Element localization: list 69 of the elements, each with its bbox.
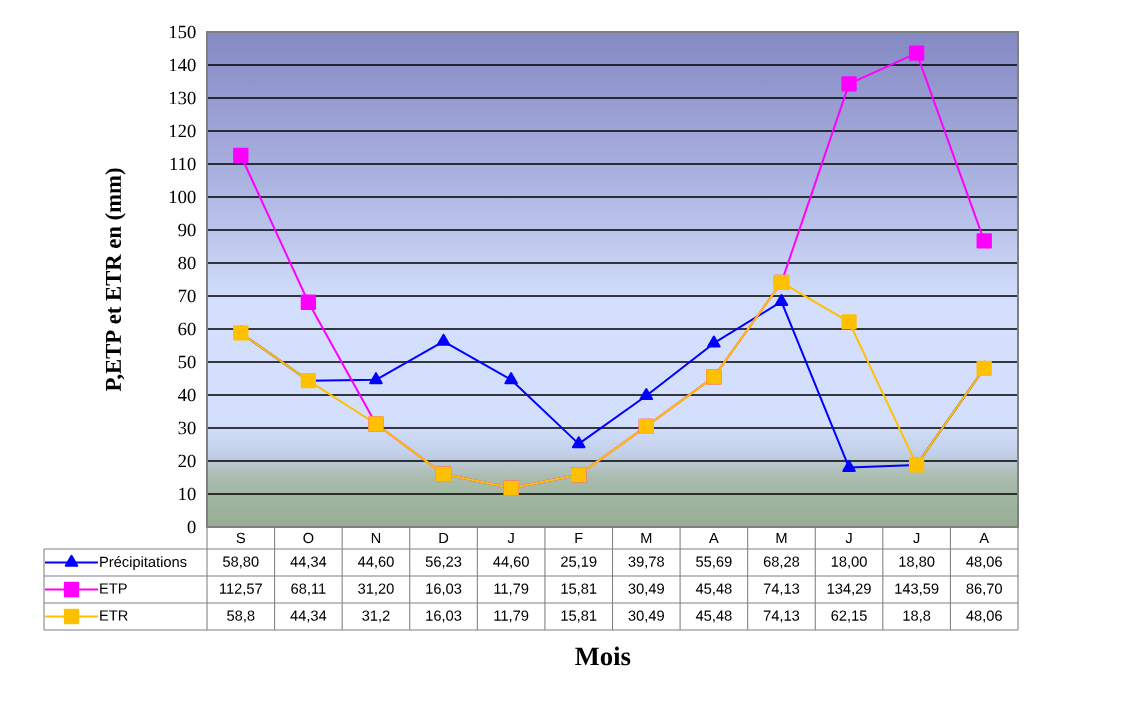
data-label: 45,48 xyxy=(695,610,732,623)
y-tick-label: 80 xyxy=(178,256,196,270)
x-tick-label: J xyxy=(845,532,852,544)
data-label: 18,80 xyxy=(899,556,935,569)
data-label: 44,34 xyxy=(290,610,327,623)
y-tick-label: 30 xyxy=(178,421,196,435)
data-label: 74,13 xyxy=(763,583,800,596)
data-label: 134,29 xyxy=(827,583,871,596)
data-label: 44,60 xyxy=(493,556,529,569)
y-tick-label: 100 xyxy=(169,190,196,204)
y-axis-title: P,ETP et ETR en (mm) xyxy=(105,168,126,392)
data-label: 16,03 xyxy=(426,610,462,623)
data-label: 11,79 xyxy=(494,610,529,623)
y-tick-label: 130 xyxy=(169,91,196,105)
x-tick-label: O xyxy=(303,532,314,544)
data-label: 58,8 xyxy=(227,610,255,623)
data-label: 56,23 xyxy=(425,556,462,569)
legend-label: ETR xyxy=(100,610,128,621)
x-tick-label: N xyxy=(371,532,381,544)
data-label: 62,15 xyxy=(831,610,867,623)
data-label: 55,69 xyxy=(696,556,732,569)
data-label: 31,2 xyxy=(362,610,390,623)
x-axis-title: Mois xyxy=(575,646,631,666)
data-label: 112,57 xyxy=(220,583,262,596)
legend-label: Précipitations xyxy=(100,556,187,570)
data-label: 16,03 xyxy=(426,583,462,596)
y-tick-label: 0 xyxy=(187,520,196,534)
x-tick-label: F xyxy=(575,532,583,544)
data-label: 18,00 xyxy=(831,556,867,569)
y-tick-label: 20 xyxy=(178,454,196,468)
y-tick-label: 50 xyxy=(178,355,196,369)
y-tick-label: 40 xyxy=(177,388,196,402)
data-label: 30,49 xyxy=(628,583,664,596)
legend-label: ETP xyxy=(100,583,127,594)
y-tick-label: 140 xyxy=(169,58,196,72)
x-tick-label: M xyxy=(776,532,787,544)
data-label: 25,19 xyxy=(561,556,597,569)
data-label: 143,59 xyxy=(895,583,939,596)
data-label: 45,48 xyxy=(695,583,732,596)
y-tick-label: 10 xyxy=(179,487,196,501)
y-tick-label: 90 xyxy=(178,223,196,237)
data-label: 30,49 xyxy=(628,610,664,623)
data-label: 58,80 xyxy=(223,556,259,569)
data-label: 48,06 xyxy=(966,556,1002,569)
x-tick-label: A xyxy=(979,532,990,544)
x-tick-label: S xyxy=(236,532,245,544)
x-tick-label: A xyxy=(709,532,719,544)
y-tick-label: 150 xyxy=(169,25,196,39)
data-label: 74,13 xyxy=(763,610,800,623)
data-label: 44,60 xyxy=(357,556,394,569)
data-label: 68,28 xyxy=(763,556,800,569)
data-label: 44,34 xyxy=(290,556,327,569)
data-label: 18,8 xyxy=(903,610,931,623)
x-tick-label: J xyxy=(913,532,920,544)
data-label: 15,81 xyxy=(561,610,597,623)
data-label: 15,81 xyxy=(561,583,597,596)
x-tick-label: D xyxy=(439,532,449,544)
data-label: 39,78 xyxy=(628,556,664,569)
x-tick-label: J xyxy=(507,532,514,544)
data-label: 31,20 xyxy=(358,583,394,596)
y-tick-label: 60 xyxy=(178,322,196,336)
data-label: 11,79 xyxy=(494,583,529,596)
data-label: 68,11 xyxy=(291,583,326,596)
data-label: 86,70 xyxy=(966,583,1002,596)
y-tick-label: 110 xyxy=(170,157,196,171)
y-tick-label: 70 xyxy=(178,289,196,303)
x-tick-label: M xyxy=(641,532,652,544)
data-label: 48,06 xyxy=(966,610,1002,623)
y-tick-label: 120 xyxy=(169,124,196,138)
